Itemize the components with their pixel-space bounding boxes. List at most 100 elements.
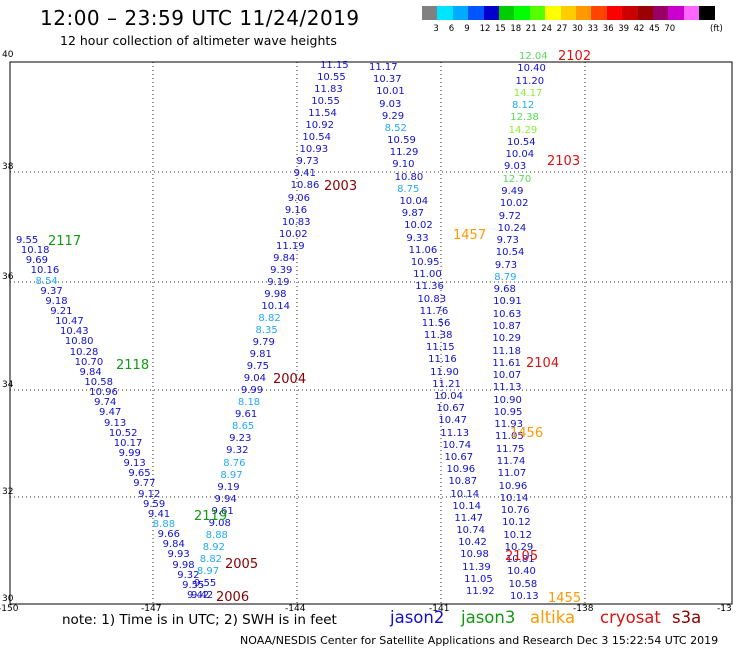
wave-height-value: 10.80: [64, 336, 94, 348]
wave-height-value: 9.32: [226, 445, 249, 457]
wave-height-value: 11.00: [413, 269, 442, 281]
wave-height-value: 11.93: [494, 419, 523, 431]
wave-height-value: 11.20: [515, 75, 545, 87]
wave-height-value: 8.12: [511, 100, 535, 112]
wave-height-value: 10.54: [495, 247, 525, 259]
longitude-tick: -144: [285, 604, 306, 614]
wave-height-value: 9.04: [243, 373, 267, 385]
wave-height-value: 10.55: [317, 72, 346, 84]
wave-height-value: 9.19: [217, 481, 240, 493]
latitude-tick: 32: [2, 487, 14, 497]
pass-time-label: 2118: [116, 358, 150, 373]
map-subtitle: 12 hour collection of altimeter wave hei…: [60, 33, 337, 48]
wave-height-value: 9.84: [79, 366, 102, 378]
wave-height-value: 10.14: [499, 492, 529, 504]
wave-height-value: 11.38: [423, 330, 453, 342]
wave-height-value: 10.43: [59, 326, 89, 338]
colorbar-swatch: [637, 6, 654, 20]
longitude-tick: -141: [429, 604, 450, 614]
colorbar-label: 12: [479, 24, 491, 34]
colorbar-unit: (ft): [710, 24, 723, 34]
wave-height-value: 11.15: [320, 60, 349, 71]
wave-height-value: 11.19: [276, 240, 305, 252]
wave-height-value: 9.66: [157, 529, 180, 541]
satellite-legend-entry: altika: [530, 608, 576, 627]
wave-height-value: 10.14: [450, 488, 480, 500]
wave-height-value: 10.63: [492, 308, 522, 320]
wave-height-value: 8.65: [232, 421, 255, 433]
wave-height-value: 14.17: [513, 87, 543, 99]
wave-height-value: 10.04: [505, 149, 535, 161]
wave-height-value: 9.33: [406, 232, 429, 244]
wave-height-value: 10.24: [497, 222, 527, 234]
wave-height-value: 8.88: [152, 519, 176, 530]
wave-height-value: 9.68: [493, 284, 516, 296]
wave-height-value: 11.75: [495, 443, 525, 455]
wave-height-value: 10.02: [278, 228, 308, 240]
wave-height-value: 10.58: [84, 377, 114, 388]
wave-height-value: 11.61: [492, 357, 522, 369]
wave-height-value: 9.65: [128, 468, 151, 480]
colorbar-swatch: [545, 6, 562, 20]
wave-height-value: 9.47: [99, 407, 122, 419]
colorbar-swatch: [591, 6, 608, 20]
pass-time-label: 2103: [547, 154, 581, 169]
map-title: 12:00 – 23:59 UTC 11/24/2019: [40, 6, 360, 30]
wave-height-value: 9.16: [284, 204, 308, 216]
satellite-legend-entry: s3a: [672, 608, 702, 627]
wave-height-value: 11.15: [425, 342, 455, 354]
wave-height-value: 8.76: [223, 457, 246, 469]
colorbar-swatch: [606, 6, 623, 20]
wave-height-value: 9.08: [208, 517, 231, 529]
wave-height-value: 10.83: [281, 216, 311, 228]
wave-height-value: 9.99: [118, 448, 141, 459]
wave-height-value: 10.04: [399, 196, 429, 208]
wave-height-value: 11.74: [496, 456, 526, 467]
wave-height-value: 10.59: [387, 135, 416, 147]
colorbar-swatch: [468, 6, 485, 20]
wave-height-value: 11.17: [369, 62, 398, 73]
wave-height-value: 8.82: [199, 553, 223, 565]
wave-height-value: 10.14: [452, 500, 482, 512]
wave-height-value: 9.94: [214, 493, 237, 505]
wave-height-value: 9.49: [501, 186, 524, 197]
colorbar-swatch: [699, 6, 716, 20]
wave-height-value: 9.55: [182, 579, 205, 591]
wave-height-value: 10.67: [444, 451, 474, 463]
wave-height-value: 11.21: [432, 378, 461, 390]
wave-height-value: 9.81: [249, 349, 272, 361]
colorbar-label: 18: [510, 24, 522, 34]
wave-height-value: 10.17: [113, 437, 143, 449]
wave-height-value: 11.13: [492, 382, 522, 394]
colorbar-label: 6: [448, 24, 455, 34]
pass-time-label: 2117: [48, 234, 82, 249]
longitude-tick: -138: [573, 604, 594, 614]
wave-height-value: 11.29: [389, 147, 419, 159]
pass-time-label: 2005: [225, 557, 259, 572]
wave-height-value: 10.96: [446, 464, 476, 476]
wave-height-value: 11.36: [415, 281, 444, 293]
wave-height-value: 9.55: [193, 577, 217, 589]
wave-height-value: 8.88: [205, 529, 228, 541]
colorbar-label: 24: [541, 24, 553, 34]
wave-height-value: 9.41: [293, 168, 316, 180]
colorbar-label: 27: [556, 24, 568, 34]
wave-height-value: 10.98: [460, 549, 489, 561]
satellite-legend-entry: jason2: [390, 608, 445, 627]
wave-height-value: 10.52: [108, 427, 138, 439]
colorbar-swatch: [653, 6, 669, 20]
colorbar-label: 3: [433, 24, 439, 34]
pass-time-label: 2119: [194, 509, 228, 524]
wave-height-value: 10.42: [458, 537, 487, 549]
wave-height-value: 9.10: [392, 159, 415, 171]
latitude-tick: 38: [2, 162, 14, 172]
wave-height-value: 9.69: [25, 255, 49, 267]
wave-height-value: 9.72: [498, 210, 521, 222]
wave-height-value: 10.40: [507, 566, 536, 578]
wave-height-value: 9.61: [234, 409, 258, 421]
wave-height-value: 10.74: [456, 525, 485, 537]
wave-height-value: 11.39: [462, 561, 491, 573]
wave-height-value: 9.06: [287, 192, 311, 204]
colorbar-label: 42: [633, 24, 645, 34]
wave-height-value: 12.04: [519, 51, 548, 62]
